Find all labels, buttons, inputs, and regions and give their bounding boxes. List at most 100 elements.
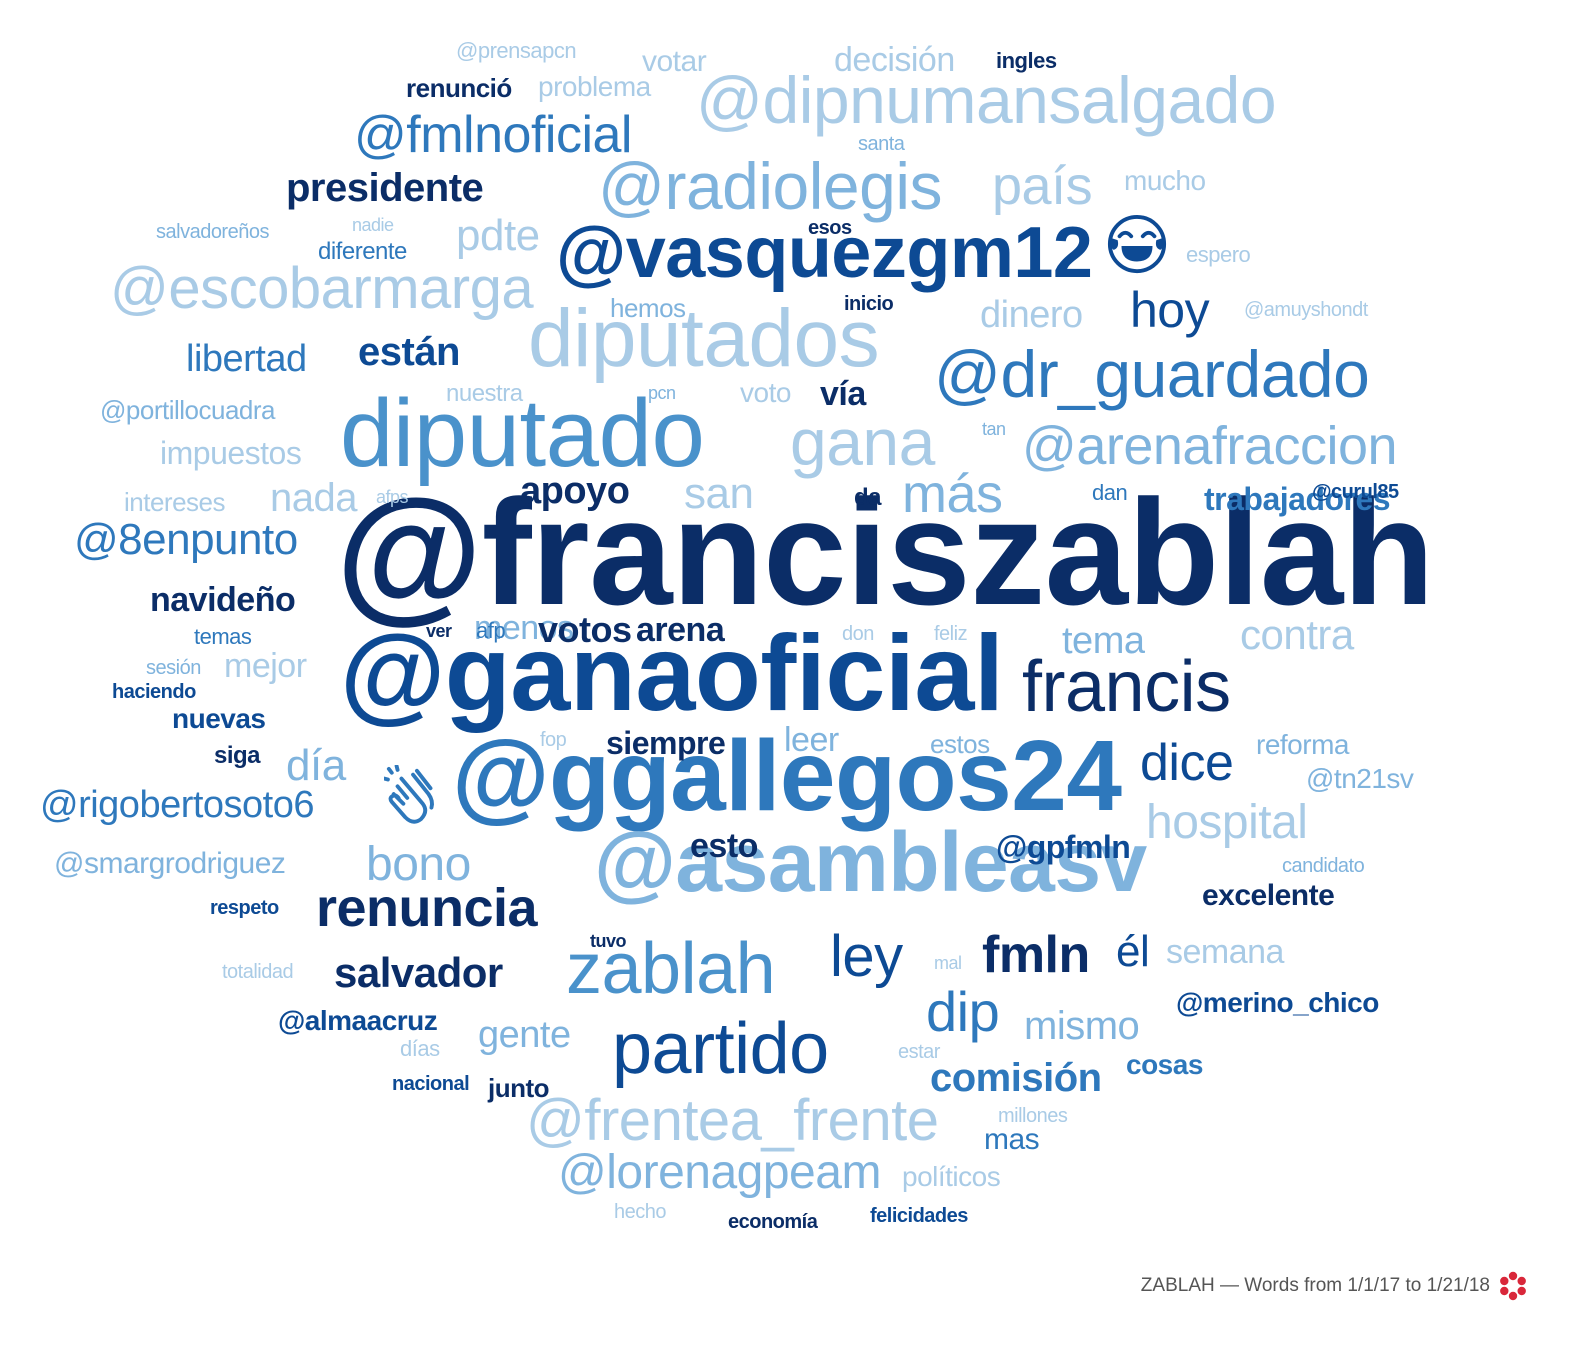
word: @dr_guardado	[934, 336, 1370, 411]
word: felicidades	[870, 1205, 968, 1227]
word: trabajadores	[1204, 481, 1391, 518]
word: economía	[728, 1211, 818, 1233]
word: apoyo	[520, 469, 630, 512]
word: siga	[214, 742, 261, 770]
word: feliz	[934, 623, 968, 645]
word: diputado	[340, 379, 705, 487]
word: @lorenagpeam	[558, 1145, 881, 1199]
word: fmln	[982, 926, 1090, 985]
word: esto	[690, 827, 758, 866]
word: partido	[612, 1009, 829, 1090]
word: país	[992, 156, 1093, 217]
word: mucho	[1124, 164, 1206, 196]
word: menos	[474, 609, 574, 648]
word: dice	[1140, 734, 1234, 793]
word: santa	[858, 133, 905, 155]
word: impuestos	[160, 435, 302, 472]
word: temas	[194, 624, 252, 650]
word: renunció	[406, 72, 512, 103]
face-with-tears-of-joy-icon	[1107, 214, 1167, 274]
word: san	[684, 469, 754, 519]
word: @smargrodriguez	[54, 847, 286, 880]
word: nacional	[392, 1073, 470, 1095]
word: bono	[366, 837, 471, 891]
word: @almaacruz	[278, 1004, 438, 1036]
word: afps	[376, 486, 409, 507]
word: espero	[1186, 242, 1251, 268]
word: libertad	[186, 337, 307, 380]
word: arena	[636, 611, 725, 650]
word: ver	[426, 620, 452, 641]
word: @escobarmarga	[110, 255, 534, 321]
word: fop	[540, 729, 567, 751]
word: mismo	[1024, 1004, 1140, 1048]
word: renuncia	[316, 878, 538, 939]
word: @tn21sv	[1306, 762, 1414, 794]
word: dinero	[980, 293, 1083, 336]
word: reforma	[1256, 728, 1349, 760]
word: hoy	[1130, 282, 1210, 338]
word: @vasquezgm12	[556, 213, 1093, 294]
word: mejor	[224, 647, 307, 686]
word: tema	[1062, 619, 1145, 662]
word: @dipnumansalgado	[696, 62, 1277, 137]
word: ingles	[996, 48, 1057, 74]
word: millones	[998, 1105, 1068, 1127]
word: inicio	[844, 293, 894, 315]
word: tan	[982, 418, 1006, 439]
word: estar	[898, 1041, 940, 1063]
word: salvador	[334, 949, 503, 997]
word: zablah	[566, 929, 776, 1010]
word: dan	[1092, 480, 1128, 506]
word: afp	[476, 618, 506, 644]
word: nuevas	[172, 702, 266, 734]
word: navideño	[150, 581, 296, 620]
word: hemos	[610, 292, 686, 323]
word: nadie	[352, 214, 394, 235]
word: excelente	[1202, 879, 1335, 912]
word: vía	[820, 375, 866, 414]
word: están	[358, 330, 461, 374]
clapping-hands-icon	[384, 765, 434, 824]
word: voto	[740, 376, 791, 408]
word: comisión	[930, 1056, 1102, 1100]
word: francis	[1022, 647, 1231, 728]
word: @merino_chico	[1176, 986, 1379, 1018]
word: @frentea_frente	[526, 1087, 939, 1153]
word: @curul85	[1312, 481, 1399, 503]
word: @asambleasv	[594, 815, 1147, 910]
word: pdte	[456, 211, 540, 261]
word: esos	[808, 217, 852, 239]
word: haciendo	[112, 681, 196, 703]
word: @gpfmln	[996, 829, 1131, 866]
word: @portillocuadra	[100, 394, 275, 425]
word: tuvo	[590, 930, 627, 951]
word: @fmlnoficial	[354, 106, 632, 165]
word: estos	[930, 728, 990, 759]
word: mas	[984, 1123, 1040, 1156]
word: @ganaoficial	[340, 611, 1004, 733]
word: @arenafraccion	[1022, 416, 1398, 477]
word: él	[1116, 927, 1150, 977]
word: don	[842, 623, 874, 645]
word: intereses	[124, 486, 226, 517]
word: más	[902, 464, 1003, 525]
word: días	[400, 1036, 440, 1062]
word: presidente	[286, 166, 484, 210]
word: mal	[934, 952, 962, 973]
footer: ZABLAH — Words from 1/1/17 to 1/21/18	[1141, 1271, 1528, 1301]
word: totalidad	[222, 961, 294, 983]
word: respeto	[210, 897, 279, 919]
word: diferente	[318, 238, 407, 266]
word: hospital	[1146, 795, 1308, 849]
word: problema	[538, 70, 651, 102]
word: políticos	[902, 1160, 1001, 1192]
word: @franciszablah	[336, 468, 1434, 636]
word: diputados	[528, 293, 880, 385]
footer-caption: ZABLAH — Words from 1/1/17 to 1/21/18	[1140, 1275, 1490, 1296]
word: contra	[1240, 611, 1354, 659]
word: gana	[790, 404, 935, 479]
word: junto	[488, 1072, 550, 1103]
word: @rigobertosoto6	[40, 783, 315, 826]
